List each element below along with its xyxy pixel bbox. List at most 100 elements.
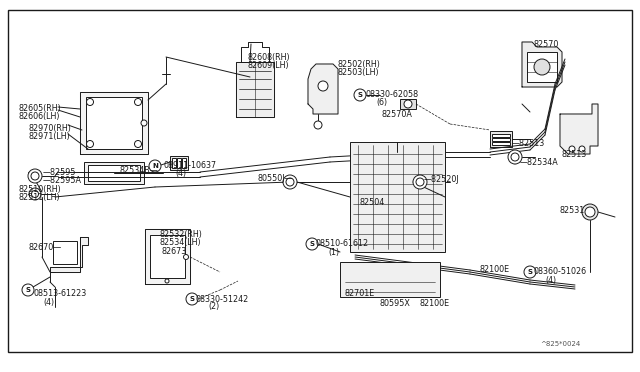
Circle shape — [134, 141, 141, 148]
Circle shape — [569, 146, 575, 152]
Text: 82100E: 82100E — [420, 298, 450, 308]
Bar — [350, 142, 445, 252]
Polygon shape — [308, 64, 338, 114]
Bar — [170, 156, 188, 170]
Text: —82534A: —82534A — [520, 157, 559, 167]
Text: (1): (1) — [328, 247, 339, 257]
Text: 82608(RH): 82608(RH) — [248, 52, 291, 61]
Text: 82502(RH): 82502(RH) — [338, 60, 381, 68]
Circle shape — [134, 99, 141, 106]
Text: 08360-51026: 08360-51026 — [534, 267, 587, 276]
Circle shape — [404, 100, 412, 108]
Text: —82595: —82595 — [43, 167, 77, 176]
Text: S: S — [26, 287, 31, 293]
Text: (4): (4) — [175, 169, 186, 177]
Bar — [84, 162, 144, 184]
Text: 82503(LH): 82503(LH) — [338, 67, 380, 77]
Circle shape — [86, 99, 93, 106]
Circle shape — [413, 175, 427, 189]
Text: S: S — [310, 241, 314, 247]
Polygon shape — [560, 104, 598, 154]
Circle shape — [29, 188, 41, 200]
Text: 82534(LH): 82534(LH) — [160, 237, 202, 247]
Text: 80595X: 80595X — [380, 298, 411, 308]
Text: N: N — [152, 163, 158, 169]
Bar — [527, 52, 557, 82]
Polygon shape — [50, 237, 88, 272]
Bar — [172, 158, 176, 168]
Text: 82570A: 82570A — [382, 109, 413, 119]
Circle shape — [318, 81, 328, 91]
Text: 82606(LH): 82606(LH) — [18, 112, 60, 121]
Text: 82504: 82504 — [360, 198, 385, 206]
Text: S: S — [527, 269, 532, 275]
Text: 82531: 82531 — [560, 205, 585, 215]
Bar — [340, 262, 440, 297]
Text: S: S — [358, 92, 362, 98]
Text: 82609(LH): 82609(LH) — [248, 61, 290, 70]
Bar — [177, 158, 181, 168]
Text: 82605(RH): 82605(RH) — [18, 103, 61, 112]
Bar — [150, 235, 185, 278]
Text: 82511(LH): 82511(LH) — [18, 192, 60, 202]
Circle shape — [165, 279, 169, 283]
Polygon shape — [241, 42, 269, 62]
Text: 82570: 82570 — [534, 39, 559, 48]
Text: 08330-51242: 08330-51242 — [196, 295, 249, 304]
Text: 82970(RH): 82970(RH) — [28, 124, 71, 132]
Text: 80550J—: 80550J— — [257, 173, 293, 183]
Text: 82670—: 82670— — [29, 244, 62, 253]
Polygon shape — [522, 42, 562, 87]
Circle shape — [22, 284, 34, 296]
Circle shape — [582, 204, 598, 220]
Circle shape — [534, 59, 550, 75]
Text: —82513: —82513 — [512, 138, 545, 148]
Text: 82701E: 82701E — [345, 289, 375, 298]
Text: (2): (2) — [208, 302, 220, 311]
Text: S: S — [189, 296, 195, 302]
Text: (6): (6) — [376, 97, 387, 106]
Circle shape — [524, 266, 536, 278]
Circle shape — [314, 121, 322, 129]
Circle shape — [186, 293, 198, 305]
Bar — [492, 142, 510, 145]
Bar — [53, 241, 77, 264]
Polygon shape — [145, 229, 190, 284]
Text: 08330-62058: 08330-62058 — [366, 90, 419, 99]
Circle shape — [86, 141, 93, 148]
Bar — [490, 131, 512, 147]
Text: 82971(LH): 82971(LH) — [28, 131, 70, 141]
Circle shape — [579, 146, 585, 152]
Text: 08513-61223: 08513-61223 — [33, 289, 86, 298]
Circle shape — [508, 150, 522, 164]
Circle shape — [28, 169, 42, 183]
Circle shape — [306, 238, 318, 250]
Text: ^825*0024: ^825*0024 — [540, 341, 580, 347]
Circle shape — [354, 89, 366, 101]
Text: 82510(RH): 82510(RH) — [18, 185, 61, 193]
Text: 82100E: 82100E — [480, 264, 510, 273]
Polygon shape — [236, 62, 274, 117]
Text: 08510-61612: 08510-61612 — [316, 240, 369, 248]
Text: —82520J: —82520J — [424, 174, 460, 183]
Text: 82513: 82513 — [562, 150, 588, 158]
Text: (4): (4) — [545, 276, 556, 285]
Polygon shape — [80, 92, 148, 154]
Text: —82595A: —82595A — [43, 176, 82, 185]
Bar — [88, 165, 140, 181]
Text: 82532(RH): 82532(RH) — [160, 230, 203, 238]
Circle shape — [184, 254, 189, 260]
Text: 82673: 82673 — [162, 247, 188, 257]
Circle shape — [141, 120, 147, 126]
Text: 08911-10637: 08911-10637 — [164, 160, 217, 170]
Bar — [86, 97, 142, 149]
Bar — [400, 99, 416, 109]
Bar — [492, 138, 510, 141]
Circle shape — [585, 207, 595, 217]
Bar — [492, 134, 510, 137]
Bar — [182, 158, 186, 168]
Circle shape — [283, 175, 297, 189]
Circle shape — [149, 160, 161, 172]
Text: 82534B—: 82534B— — [119, 166, 158, 174]
Text: (4): (4) — [43, 298, 54, 307]
